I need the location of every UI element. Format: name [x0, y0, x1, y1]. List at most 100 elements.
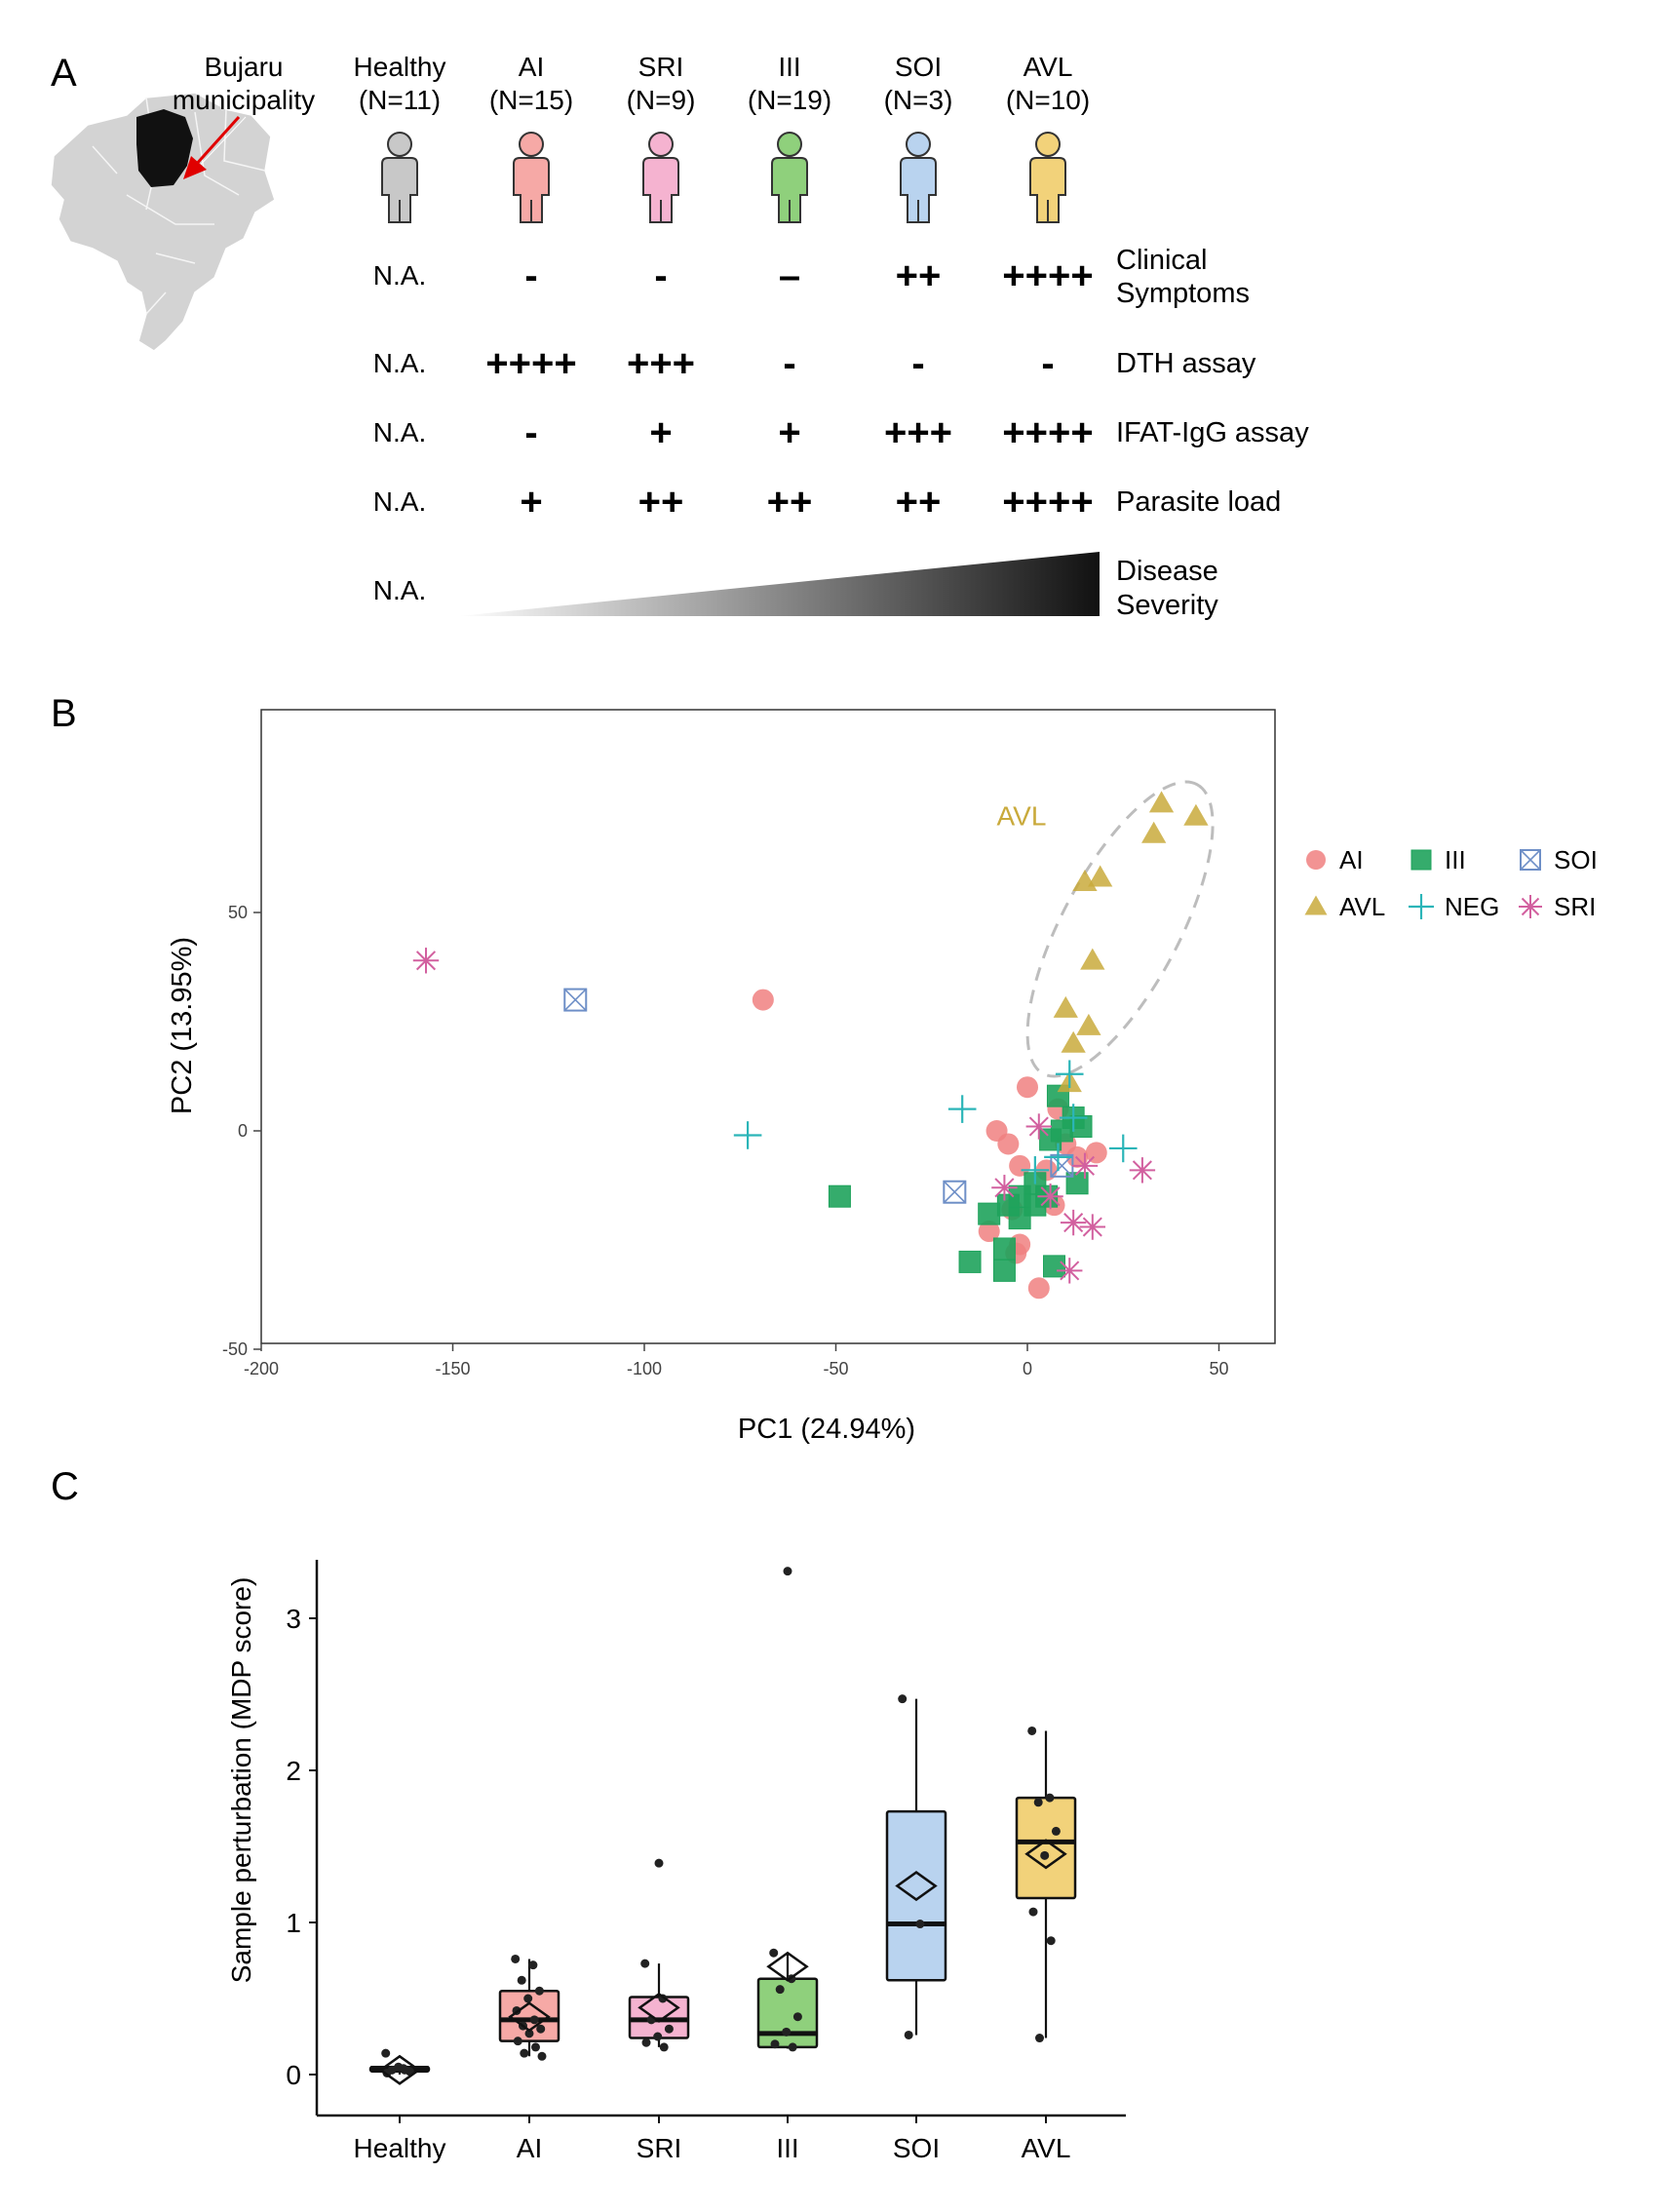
sample-dot [1028, 1907, 1038, 1917]
sample-dot [1046, 1936, 1056, 1946]
pointer-line [194, 116, 247, 172]
y-tick-label: -50 [222, 1339, 248, 1359]
cell-value: ++++ [1002, 411, 1093, 454]
sample-dot [536, 2024, 546, 2034]
sample-dot [898, 1694, 908, 1704]
sample-dot [659, 2042, 669, 2052]
x-tick-label: AVL [1022, 2133, 1071, 2163]
sample-dot [528, 1960, 538, 1970]
iqr-box [885, 1809, 947, 1982]
x-tick-label: 0 [1023, 1359, 1032, 1378]
row-2: N.A. - + + +++ ++++ IFAT-IgG assay [373, 411, 1309, 454]
cell-value: + [520, 481, 542, 524]
point-neg [1044, 1143, 1072, 1172]
point-neg [1059, 1104, 1088, 1132]
cell-value: - [1041, 342, 1054, 385]
cell-value: - [911, 342, 924, 385]
panel-c-letter: C [51, 1465, 79, 1508]
y-tick-label: 50 [228, 903, 248, 922]
sample-dot [915, 1920, 925, 1929]
avl-cluster-ellipse [1025, 780, 1215, 1078]
pca-plot-frame [260, 709, 1276, 1344]
panel-c: C 0 1 2 3 Healthy AI SRI III SOI AVL Sample pertu… [51, 1465, 1126, 2163]
location-label-line2: municipality [173, 85, 315, 115]
box-axes: 0 1 2 3 Healthy AI SRI III SOI AVL [286, 1560, 1126, 2163]
sample-dot [792, 2012, 802, 2022]
box-avl [1015, 1726, 1077, 2043]
point-sri [1079, 1214, 1106, 1240]
point-soi [943, 1180, 967, 1204]
sample-dot [770, 2039, 780, 2049]
group-n: (N=15) [489, 85, 573, 115]
cell-value: +++ [627, 342, 695, 385]
point-sri [412, 948, 440, 974]
point-avl [1080, 948, 1105, 970]
group-healthy: Healthy(N=11) [354, 52, 445, 223]
x-tick-label: -50 [823, 1359, 848, 1378]
sample-dot [1033, 1798, 1043, 1807]
cell-value: ++ [896, 481, 942, 524]
severity-wedge [458, 552, 1100, 616]
legend-label: SOI [1554, 845, 1598, 874]
sample-dot [381, 2048, 391, 2058]
sample-dot [664, 2024, 674, 2034]
box-iii [756, 1567, 819, 2052]
point-sri [1025, 1113, 1052, 1140]
legend-marker [1409, 894, 1434, 919]
point-neg [1055, 1060, 1084, 1089]
point-sri [1060, 1209, 1087, 1236]
outlier-dot [654, 1858, 664, 1868]
sample-dot [1045, 1793, 1055, 1803]
row-label: IFAT-IgG assay [1116, 417, 1309, 448]
cell-value: - [524, 411, 537, 454]
y-tick-label: 2 [286, 1756, 301, 1786]
legend-label: AI [1339, 845, 1364, 874]
group-name: AVL [1024, 52, 1073, 82]
group-name: III [778, 52, 800, 82]
sample-dot [537, 2051, 547, 2061]
group-sri: SRI(N=9) [627, 52, 695, 223]
x-tick-label: -150 [435, 1359, 470, 1378]
person-icon [513, 132, 550, 223]
x-tick-label: SOI [893, 2133, 940, 2163]
legend-label: AVL [1339, 892, 1385, 921]
legend-label: NEG [1445, 892, 1499, 921]
red-arrow-icon [183, 156, 207, 179]
series-iii [828, 1084, 1093, 1282]
severity-label-line2: Severity [1116, 590, 1218, 621]
point-iii [978, 1202, 1001, 1225]
mean-diamond-icon [895, 1871, 938, 1902]
sample-dot [775, 1985, 785, 1995]
point-neg [947, 1095, 977, 1123]
legend-marker [1410, 849, 1432, 871]
row-label: DTH assay [1116, 348, 1256, 379]
sample-dot [511, 1954, 521, 1963]
sample-dot [523, 1994, 533, 2003]
cell-value: - [524, 254, 537, 297]
legend-item-ai: AI [1306, 845, 1364, 874]
x-tick-label: III [776, 2133, 798, 2163]
y-tick-label: 0 [286, 2060, 301, 2090]
sample-dot [513, 2037, 522, 2046]
person-icon [900, 132, 937, 223]
legend-marker [1519, 895, 1542, 918]
box-healthy [368, 2048, 431, 2085]
pca-legend: AI III SOI AVL NEG SRI [1304, 845, 1598, 921]
x-tick-label: SRI [637, 2133, 682, 2163]
group-name: AI [519, 52, 544, 82]
row-label: Parasite load [1116, 486, 1281, 518]
pca-x-label: PC1 (24.94%) [738, 1414, 915, 1445]
point-ai [997, 1133, 1020, 1155]
sample-dot [769, 1948, 779, 1958]
point-neg [1108, 1134, 1138, 1163]
point-sri [1037, 1184, 1063, 1210]
box-soi [885, 1694, 947, 2039]
sample-dot [1035, 2034, 1044, 2043]
legend-item-avl: AVL [1304, 892, 1385, 921]
sample-dot [788, 2042, 797, 2052]
severity-na: N.A. [373, 575, 426, 605]
group-avl: AVL(N=10) [1006, 52, 1090, 223]
point-soi [563, 988, 588, 1012]
sample-dot [640, 1959, 650, 1968]
person-icon [381, 132, 418, 223]
